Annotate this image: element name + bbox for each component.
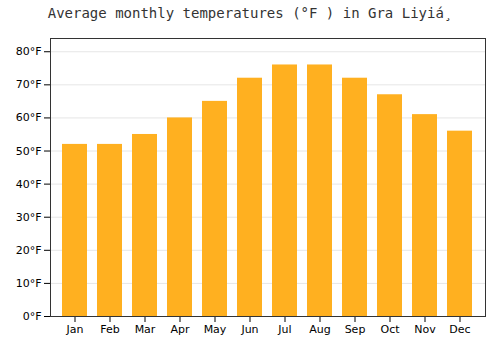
svg-text:May: May (204, 323, 227, 336)
svg-text:30°F: 30°F (16, 211, 42, 224)
svg-text:10°F: 10°F (16, 277, 42, 290)
html-text:Average monthly temperatures (: Average monthly temperatures (°F ) in Gr… (47, 5, 453, 21)
svg-text:80°F: 80°F (16, 45, 42, 58)
svg-text:Dec: Dec (449, 323, 470, 336)
svg-text:Sep: Sep (345, 323, 366, 336)
svg-text:Apr: Apr (170, 323, 190, 336)
svg-text:Jan: Jan (66, 323, 84, 336)
svg-text:Nov: Nov (414, 323, 436, 336)
svg-text:Aug: Aug (309, 323, 330, 336)
svg-text:Oct: Oct (380, 323, 400, 336)
svg-text:50°F: 50°F (16, 145, 42, 158)
svg-text:Mar: Mar (135, 323, 156, 336)
svg-text:70°F: 70°F (16, 78, 42, 91)
svg-text:20°F: 20°F (16, 244, 42, 257)
svg-text:0°F: 0°F (23, 310, 42, 323)
svg-text:Jul: Jul (277, 323, 291, 336)
svg-text:40°F: 40°F (16, 178, 42, 191)
svg-text:60°F: 60°F (16, 111, 42, 124)
svg-text:Jun: Jun (240, 323, 258, 336)
svg-text:Feb: Feb (100, 323, 119, 336)
